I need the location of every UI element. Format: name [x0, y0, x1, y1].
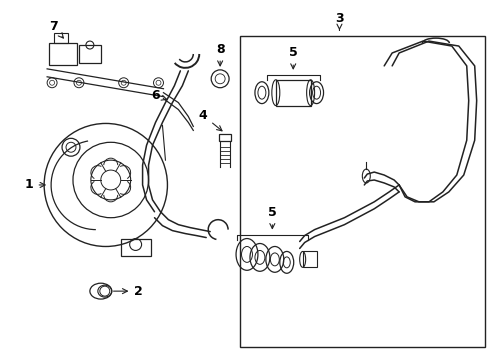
- Bar: [79, 45, 101, 63]
- Text: 7: 7: [49, 20, 63, 38]
- Text: 6: 6: [151, 89, 166, 102]
- Text: 8: 8: [215, 42, 224, 66]
- Bar: [240, 36, 484, 347]
- Bar: [49, 43, 77, 65]
- Text: 5: 5: [288, 46, 297, 69]
- Bar: [219, 134, 231, 141]
- Text: 5: 5: [267, 206, 276, 229]
- Bar: [54, 33, 68, 43]
- Bar: [302, 251, 316, 267]
- Text: 2: 2: [113, 285, 142, 298]
- Text: 1: 1: [25, 179, 45, 192]
- Text: 3: 3: [334, 12, 343, 30]
- Bar: [121, 239, 150, 256]
- Text: 4: 4: [199, 109, 222, 131]
- Bar: [275, 80, 310, 105]
